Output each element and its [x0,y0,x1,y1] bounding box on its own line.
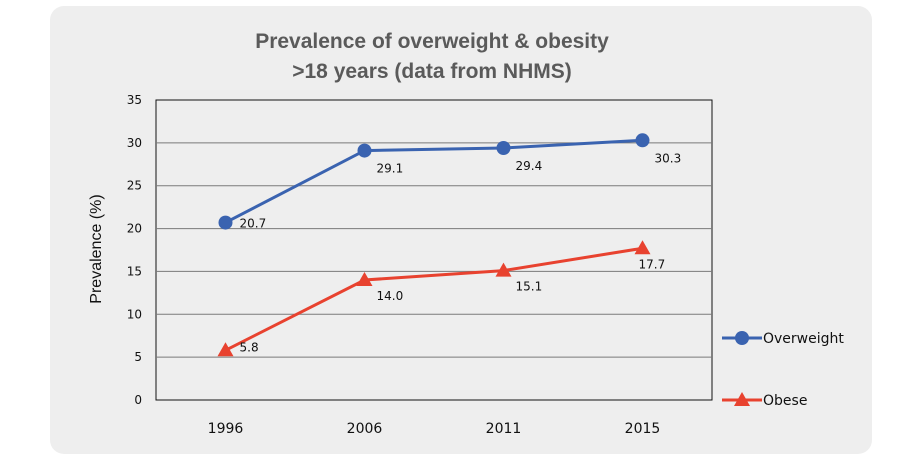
overweight-point [218,215,233,230]
obese-data-label: 15.1 [516,280,543,294]
overweight-point [496,141,511,155]
overweight-data-label: 30.3 [655,151,682,165]
x-tick-label: 2015 [625,421,661,437]
obese-data-label: 17.7 [639,257,666,271]
y-tick-label: 5 [134,350,142,364]
overweight-data-label: 29.1 [377,162,404,176]
overweight-legend-label: Overweight [763,331,844,347]
overweight-legend-marker [735,331,749,345]
obese-point [217,342,234,357]
x-tick-label: 2006 [347,421,383,437]
obese-legend-label: Obese [763,393,807,409]
x-tick-label: 2011 [486,421,522,437]
y-tick-label: 30 [127,136,142,150]
obese-point [495,262,512,277]
overweight-data-label: 29.4 [516,159,543,173]
obese-series-line [224,246,643,352]
y-tick-label: 15 [127,264,142,278]
y-axis-label: Prevalence (%) [88,194,105,303]
x-tick-label: 1996 [208,421,244,437]
obese-data-label: 14.0 [377,289,404,303]
obese-legend-marker [734,392,750,406]
y-tick-label: 10 [127,307,142,321]
chart-subtitle: >18 years (data from NHMS) [292,60,572,83]
y-tick-label: 20 [127,222,142,236]
obese-point [356,272,373,286]
y-tick-label: 0 [134,393,142,407]
overweight-data-label: 20.7 [240,217,267,231]
y-tick-label: 25 [127,179,142,193]
overweight-series-line [224,138,643,224]
obese-data-label: 5.8 [240,340,259,354]
overweight-point [635,133,650,148]
obese-point [634,240,651,255]
overweight-point [357,143,372,158]
chart-title: Prevalence of overweight & obesity [255,30,609,53]
y-tick-label: 35 [127,93,142,107]
